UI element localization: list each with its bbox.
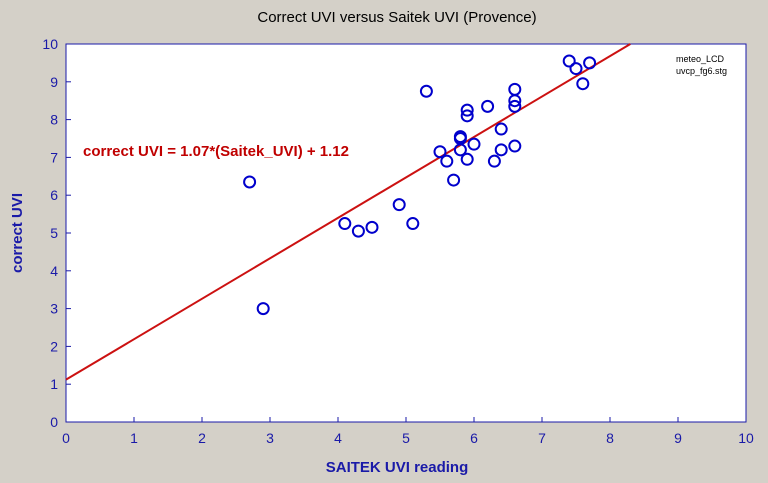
y-axis-label: correct UVI bbox=[9, 193, 26, 273]
data-point bbox=[392, 198, 406, 212]
y-tick-label: 4 bbox=[50, 263, 58, 279]
data-point bbox=[256, 302, 270, 316]
data-point bbox=[508, 99, 522, 113]
data-point bbox=[460, 109, 474, 123]
x-tick-label: 6 bbox=[470, 430, 478, 446]
x-tick-label: 4 bbox=[334, 430, 342, 446]
x-axis-label: SAITEK UVI reading bbox=[326, 459, 469, 476]
y-axis-ticks: 0 1 2 3 4 5 6 7 8 9 10 bbox=[42, 36, 71, 430]
y-tick-label: 6 bbox=[50, 187, 58, 203]
chart-title: Correct UVI versus Saitek UVI (Provence) bbox=[257, 9, 536, 26]
data-point bbox=[562, 54, 576, 68]
data-point bbox=[406, 217, 420, 231]
data-point bbox=[460, 152, 474, 166]
y-tick-label: 7 bbox=[50, 149, 58, 165]
data-point bbox=[508, 139, 522, 153]
x-tick-label: 9 bbox=[674, 430, 682, 446]
data-points bbox=[243, 54, 597, 316]
y-tick-label: 0 bbox=[50, 414, 58, 430]
plot-area bbox=[65, 43, 747, 423]
x-tick-label: 1 bbox=[130, 430, 138, 446]
data-point bbox=[440, 154, 454, 168]
data-point bbox=[433, 145, 447, 159]
data-point bbox=[583, 56, 597, 70]
x-tick-label: 8 bbox=[606, 430, 614, 446]
data-point bbox=[351, 224, 365, 238]
legend-line-2: uvcp_fg6.stg bbox=[676, 66, 727, 76]
x-tick-label: 7 bbox=[538, 430, 546, 446]
regression-line bbox=[65, 43, 631, 381]
data-point bbox=[494, 122, 508, 136]
data-point bbox=[365, 220, 379, 234]
y-tick-label: 5 bbox=[50, 225, 58, 241]
data-point bbox=[508, 82, 522, 96]
x-tick-label: 2 bbox=[198, 430, 206, 446]
data-point bbox=[487, 154, 501, 168]
x-tick-label: 5 bbox=[402, 430, 410, 446]
y-tick-label: 8 bbox=[50, 112, 58, 128]
data-point bbox=[460, 103, 474, 117]
regression-equation-label: correct UVI = 1.07*(Saitek_UVI) + 1.12 bbox=[83, 143, 349, 160]
x-tick-label: 10 bbox=[738, 430, 754, 446]
x-tick-label: 0 bbox=[62, 430, 70, 446]
x-axis-ticks: 0 1 2 3 4 5 6 7 8 9 10 bbox=[62, 417, 754, 446]
data-point bbox=[576, 77, 590, 91]
data-point bbox=[453, 130, 467, 144]
data-point bbox=[447, 173, 461, 187]
y-tick-label: 2 bbox=[50, 338, 58, 354]
data-point bbox=[481, 99, 495, 113]
data-point bbox=[243, 175, 257, 189]
y-tick-label: 9 bbox=[50, 74, 58, 90]
y-tick-label: 1 bbox=[50, 376, 58, 392]
y-tick-label: 3 bbox=[50, 301, 58, 317]
data-point bbox=[338, 217, 352, 231]
data-point bbox=[467, 137, 481, 151]
legend-line-1: meteo_LCD bbox=[676, 54, 725, 64]
y-tick-label: 10 bbox=[42, 36, 58, 52]
data-point bbox=[494, 143, 508, 157]
data-point bbox=[569, 62, 583, 76]
x-tick-label: 3 bbox=[266, 430, 274, 446]
data-point bbox=[419, 84, 433, 98]
